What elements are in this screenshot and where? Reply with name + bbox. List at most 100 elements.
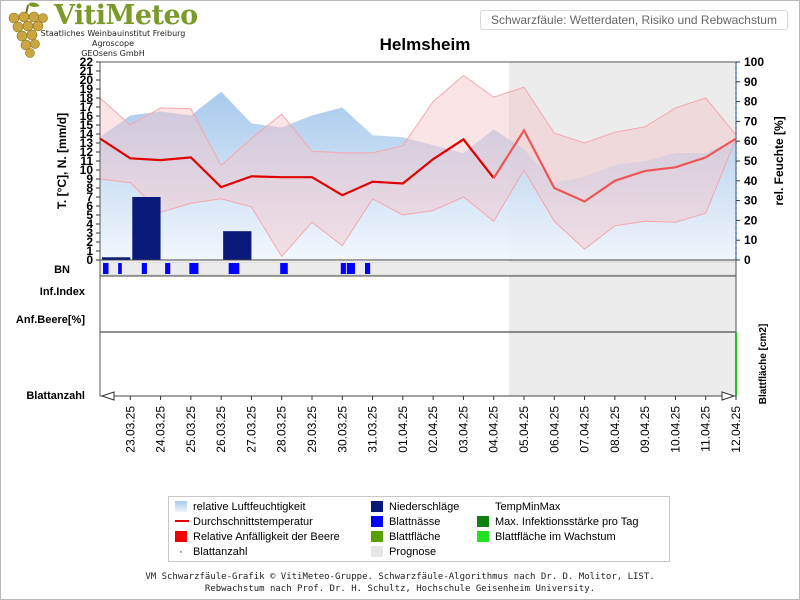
ytick-right-label-10: 10 — [744, 233, 758, 247]
ytick-left-label-19: 19 — [80, 82, 94, 96]
xtick-label-1: 24.03.25 — [154, 406, 168, 453]
ytick-left-label-10: 10 — [80, 163, 94, 177]
ytick-left-label-11: 11 — [80, 154, 93, 168]
ytick-left-label-0: 0 — [86, 253, 93, 267]
leaf-area-growth-swatch — [477, 531, 489, 542]
xtick-label-11: 03.04.25 — [456, 406, 470, 453]
legend-item-berry-susceptibility: Relative Anfälligkeit der Beere — [175, 530, 340, 545]
leaf-wetness-mark-2 — [141, 263, 147, 274]
xtick-label-4: 27.03.25 — [244, 406, 258, 453]
avg-temp-line — [99, 137, 495, 197]
ytick-left-label-4: 4 — [86, 217, 93, 231]
ytick-left-label-13: 13 — [80, 136, 94, 150]
ytick-left-label-9: 9 — [86, 172, 93, 186]
humidity-area — [100, 91, 736, 260]
legend-item-leaf-area: Blattfläche — [371, 530, 440, 545]
ytick-left-label-17: 17 — [80, 100, 94, 114]
xtick-label-12: 04.04.25 — [487, 406, 501, 453]
ytick-left-label-6: 6 — [86, 199, 93, 213]
ytick-left-label-18: 18 — [80, 91, 94, 105]
xtick-label-9: 01.04.25 — [396, 406, 410, 453]
xtick-label-3: 26.03.25 — [214, 406, 228, 453]
footer-credits: VM Schwarzfäule-Grafik © VitiMeteo-Grupp… — [0, 571, 800, 595]
xtick-label-14: 06.04.25 — [547, 406, 561, 453]
ytick-left-label-5: 5 — [86, 208, 93, 222]
ytick-right-label-40: 40 — [744, 174, 758, 188]
xtick-label-10: 02.04.25 — [426, 406, 440, 453]
xtick-label-6: 29.03.25 — [305, 406, 319, 453]
leaf-wetness-mark-1 — [118, 263, 122, 274]
chart-title: Helmsheim — [379, 35, 471, 54]
precip-bar-1 — [132, 197, 161, 260]
xtick-label-2: 25.03.25 — [184, 406, 198, 453]
precip-bar-0 — [102, 257, 131, 260]
ytick-right-label-50: 50 — [744, 154, 758, 168]
xtick-label-16: 08.04.25 — [608, 406, 622, 453]
legend-item-leaf-wetness: Blattnässe — [371, 515, 440, 530]
xtick-label-13: 05.04.25 — [517, 406, 531, 453]
xtick-label-8: 31.03.25 — [366, 406, 380, 453]
leaf-wetness-mark-0 — [103, 263, 109, 274]
ylabel-leaf-area: Blattfläche [cm2] — [758, 324, 769, 405]
leaf-wetness-mark-9 — [365, 263, 371, 274]
ytick-right-label-90: 90 — [744, 75, 758, 89]
row-label-3: Blattanzahl — [26, 390, 85, 402]
institute-line-2: Agroscope — [91, 39, 135, 48]
leaf-wetness-swatch — [371, 516, 383, 527]
row-label-2: Anf.Beere[%] — [16, 314, 85, 326]
institute-line-1: Staatliches Weinbauinstitut Freiburg — [40, 29, 186, 38]
xtick-label-19: 11.04.25 — [699, 406, 713, 452]
footer-line-1: VM Schwarzfäule-Grafik © VitiMeteo-Grupp… — [145, 572, 655, 582]
leaf-wetness-mark-6 — [280, 263, 288, 274]
leaf-wetness-mark-3 — [165, 263, 171, 274]
ytick-left-label-20: 20 — [80, 73, 94, 87]
leaf-area-swatch — [371, 531, 383, 542]
institute-line-3: GEOsens GmbH — [81, 49, 145, 58]
ytick-left-label-21: 21 — [80, 64, 94, 78]
brand-name: VitiMeteo — [54, 0, 198, 31]
ytick-left-label-8: 8 — [86, 181, 93, 195]
ylabel-left: T. [°C], N. [mm/d] — [55, 113, 69, 209]
legend-item-humidity: relative Luftfeuchtigkeit — [175, 500, 306, 515]
temp-minmax-band — [100, 75, 736, 257]
ytick-left-label-1: 1 — [86, 244, 93, 258]
legend: relative Luftfeuchtigkeit Durchschnittst… — [168, 496, 670, 562]
xtick-label-15: 07.04.25 — [578, 406, 592, 453]
legend-item-precip: Niederschläge — [371, 500, 459, 515]
leaf-count-arrow-left-icon — [100, 391, 115, 401]
legend-item-temp-minmax: TempMinMax — [495, 501, 561, 513]
temp-max-line — [99, 74, 737, 167]
xtick-label-7: 30.03.25 — [335, 406, 349, 453]
precip-swatch — [371, 501, 383, 512]
ytick-right-label-70: 70 — [744, 114, 758, 128]
row-label-0: BN — [54, 264, 70, 276]
ytick-right-label-100: 100 — [744, 55, 764, 69]
xtick-label-17: 09.04.25 — [638, 406, 652, 453]
leaf-count-swatch: · — [179, 546, 183, 558]
leaf-wetness-mark-8 — [346, 263, 356, 274]
ytick-right-label-60: 60 — [744, 134, 758, 148]
grape-icon — [8, 2, 48, 58]
ytick-right-label-0: 0 — [744, 253, 751, 267]
leaf-wetness-mark-5 — [228, 263, 240, 274]
ytick-left-label-16: 16 — [80, 109, 94, 123]
ytick-left-label-22: 22 — [80, 55, 94, 69]
ytick-left-label-12: 12 — [80, 145, 94, 159]
row-label-1: Inf.Index — [40, 286, 86, 298]
ytick-right-label-20: 20 — [744, 213, 758, 227]
footer-line-2: Rebwachstum nach Prof. Dr. H. Schultz, H… — [204, 584, 596, 594]
xtick-label-5: 28.03.25 — [275, 406, 289, 453]
avg-temp-line-forecast — [492, 128, 737, 203]
ytick-left-label-14: 14 — [80, 127, 94, 141]
ytick-left-label-3: 3 — [86, 226, 93, 240]
precip-bar-4 — [223, 231, 252, 260]
ytick-right-label-80: 80 — [744, 95, 758, 109]
leaf-wetness-mark-4 — [189, 263, 199, 274]
humidity-swatch — [175, 501, 187, 512]
ytick-right-label-30: 30 — [744, 194, 758, 208]
avg-temp-swatch — [175, 520, 189, 522]
max-infection-swatch — [477, 516, 489, 527]
legend-item-leaf-count: · Blattanzahl — [175, 545, 247, 560]
ytick-left-label-2: 2 — [86, 235, 93, 249]
